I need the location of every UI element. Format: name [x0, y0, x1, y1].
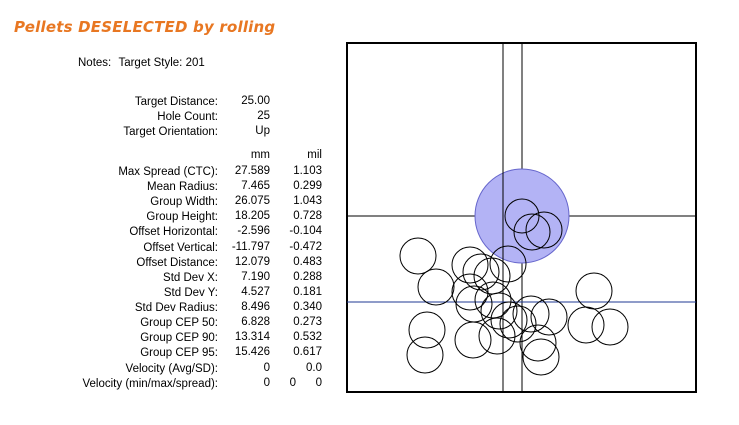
stat-mil-value: 0.273 — [293, 316, 322, 328]
stat-row: Group CEP 50: — [0, 316, 218, 331]
shot-hole — [591, 308, 629, 346]
stat-label: Std Dev Radius: — [134, 302, 218, 314]
stat-row: Velocity (min/max/spread): — [0, 377, 219, 392]
stat-mil-value: 0.483 — [293, 256, 322, 268]
stat-row: Target Orientation: — [0, 125, 218, 140]
stat-label: Std Dev X: — [163, 272, 218, 284]
stat-mil-value: 0.299 — [293, 180, 322, 192]
stat-row: Offset Distance: — [0, 256, 218, 271]
unit-mil-header: mil — [307, 149, 322, 161]
bull-inner-ring — [504, 198, 540, 234]
stat-row: Mean Radius: — [0, 180, 218, 195]
stat-mm-value: 26.075 — [234, 195, 270, 207]
stat-mm-value: 13.314 — [234, 331, 270, 343]
shot-hole — [399, 237, 437, 275]
stat-row: Group Width: — [0, 195, 218, 210]
stat-row: Group Height: — [0, 210, 218, 225]
shot-hole — [499, 305, 537, 343]
stat-label: Velocity (Avg/SD): — [125, 363, 218, 375]
unit-mm-header: mm — [250, 149, 270, 161]
stat-mil-value: 0.288 — [293, 271, 322, 283]
stat-mil-value: 1.043 — [293, 195, 322, 207]
velocity-spread-value: 0 — [315, 377, 322, 389]
shot-hole — [512, 295, 550, 333]
stat-mm-value: 18.205 — [234, 210, 270, 222]
notes-label: Notes: — [78, 57, 112, 69]
velocity-min-value: 0 — [263, 377, 270, 389]
stat-mm-value: 15.426 — [234, 346, 270, 358]
shot-hole — [478, 317, 516, 355]
stat-mm-value: 7.190 — [241, 271, 270, 283]
velocity-max-value: 0 — [289, 377, 296, 389]
stat-mil-value: 0.617 — [293, 346, 322, 358]
stat-mm-value: -2.596 — [237, 225, 270, 237]
stat-mil-value: -0.104 — [289, 225, 322, 237]
stat-row: Std Dev Y: — [0, 286, 218, 301]
stat-row: Offset Horizontal: — [0, 225, 218, 240]
stat-mil-value: -0.472 — [289, 241, 322, 253]
shot-hole — [525, 211, 563, 249]
stat-label: Max Spread (CTC): — [118, 166, 218, 178]
stat-mil-value: 1.103 — [293, 165, 322, 177]
stat-row: Std Dev X: — [0, 271, 218, 286]
stat-value: 25.00 — [241, 95, 270, 107]
stat-label: Hole Count: — [157, 111, 218, 123]
shot-hole — [513, 213, 551, 251]
stat-label: Target Orientation: — [123, 126, 218, 138]
stat-row: Hole Count: — [0, 110, 218, 125]
stat-value: 25 — [257, 110, 270, 122]
stat-value: Up — [255, 125, 270, 137]
shot-hole — [489, 245, 527, 283]
stat-label: Offset Horizontal: — [129, 226, 218, 238]
stat-mil-value: 0.340 — [293, 301, 322, 313]
stat-row: Group CEP 90: — [0, 331, 218, 346]
stat-mm-value: 8.496 — [241, 301, 270, 313]
stat-mm-value: -11.797 — [231, 241, 270, 253]
shot-hole — [417, 268, 455, 306]
stat-label: Offset Vertical: — [143, 242, 218, 254]
shot-hole — [567, 306, 605, 344]
stat-mm-value: 12.079 — [234, 256, 270, 268]
stat-label: Group CEP 95: — [140, 347, 218, 359]
stat-row: Offset Vertical: — [0, 241, 218, 256]
shot-hole — [451, 246, 489, 284]
shot-hole — [490, 301, 528, 339]
stat-row: Group CEP 95: — [0, 346, 218, 361]
notes-line: Notes: Target Style: 201 — [78, 57, 205, 69]
notes-value: Target Style: 201 — [118, 57, 205, 69]
stat-mm-value: 6.828 — [241, 316, 270, 328]
stat-row: Std Dev Radius: — [0, 301, 218, 316]
stat-mm-value: 7.465 — [241, 180, 270, 192]
shot-hole — [406, 336, 444, 374]
shot-holes — [399, 211, 629, 376]
stat-label: Group Height: — [146, 211, 218, 223]
velocity-sd-value: 0.0 — [306, 362, 322, 374]
stat-label: Group CEP 50: — [140, 317, 218, 329]
bullseye — [474, 168, 570, 264]
stat-mm-value: 27.589 — [234, 165, 270, 177]
stat-row: Velocity (Avg/SD): — [0, 362, 218, 377]
report-title: Pellets DESELECTED by rolling — [14, 18, 276, 36]
target-plot — [346, 42, 697, 393]
shot-hole — [530, 298, 568, 336]
stat-label: Std Dev Y: — [163, 287, 218, 299]
stat-row: Target Distance: — [0, 95, 218, 110]
shot-hole — [522, 338, 560, 376]
stat-mil-value: 0.728 — [293, 210, 322, 222]
stat-row: Max Spread (CTC): — [0, 165, 218, 180]
shot-hole — [408, 311, 446, 349]
stat-label: Velocity (min/max/spread): — [82, 378, 219, 390]
stat-label: Target Distance: — [134, 96, 218, 108]
stat-label: Group Width: — [150, 196, 218, 208]
shot-hole — [454, 321, 492, 359]
velocity-avg-value: 0 — [263, 362, 270, 374]
shot-hole — [480, 292, 518, 330]
shot-hole — [519, 324, 557, 362]
stat-label: Group CEP 90: — [140, 332, 218, 344]
stat-mil-value: 0.532 — [293, 331, 322, 343]
stat-mil-value: 0.181 — [293, 286, 322, 298]
stat-label: Offset Distance: — [136, 257, 218, 269]
stat-mm-value: 4.527 — [241, 286, 270, 298]
stat-label: Mean Radius: — [147, 181, 218, 193]
